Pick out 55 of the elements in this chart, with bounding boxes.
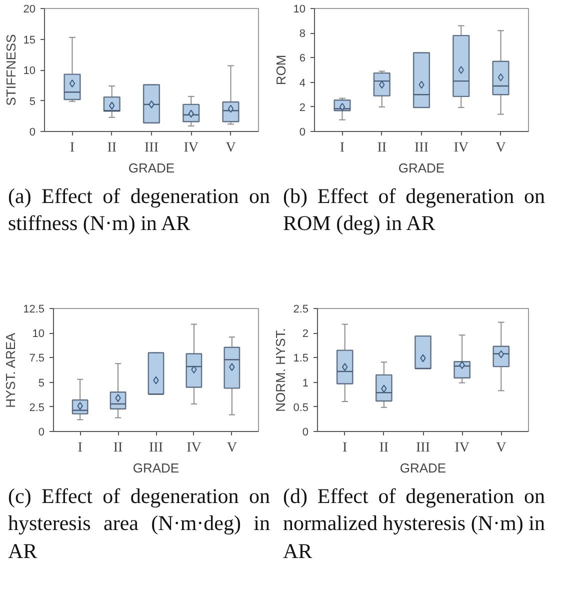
y-tick-label: 0 [29,126,36,138]
x-tick-label: IV [454,140,469,156]
y-tick-label: 5 [29,96,36,108]
x-tick-label: III [414,140,429,156]
x-tick-label: V [226,140,236,156]
text: (d) Effect of degeneration on normalized hysteresis (N·m) in AR [283,483,545,565]
x-tick-label: III [149,440,164,456]
x-tick-label: I [78,440,83,456]
y-tick-label: 10 [32,328,45,340]
y-tick-label: 4 [299,77,306,90]
x-tick-label: II [107,140,117,156]
y-tick-label: 0 [299,126,306,138]
x-axis-title: GRADE [132,460,180,476]
y-tick-label: 6 [299,52,306,65]
x-tick-label: I [70,140,75,156]
y-tick-label: 2.5 [293,304,309,316]
y-tick-label: 20 [23,4,36,16]
x-tick-label: V [496,140,506,156]
y-tick-label: 10 [293,4,306,16]
x-tick-label: II [377,140,387,156]
x-tick-label: II [113,440,124,456]
x-tick-label: I [340,140,345,156]
x-tick-label: V [496,440,506,456]
y-tick-label: 2.5 [29,402,45,414]
y-tick-label: 0 [302,426,309,438]
y-tick-label: 7.5 [29,352,45,365]
x-axis-title: GRADE [128,160,175,176]
x-tick-label: I [342,440,348,456]
y-tick-label: 0.5 [293,402,309,414]
y-axis-title: STIFFNESS [3,34,18,106]
x-axis-title: GRADE [398,160,445,176]
y-tick-label: 10 [23,65,36,77]
x-axis-title: GRADE [400,460,446,476]
x-tick-label: III [416,440,430,456]
text: (c) Effect of degeneration on hysteresis area (N·m·deg) in AR [8,483,270,565]
y-tick-label: 15 [23,34,36,46]
text: (a) Effect of degeneration on stiffness (N·m) in AR [8,183,270,238]
x-tick-label: V [226,440,237,456]
y-tick-label: 5 [38,377,45,390]
y-tick-label: 2 [299,102,306,114]
text: (b) Effect of degeneration on ROM (deg) in AR [283,183,545,238]
x-tick-label: IV [184,140,199,156]
y-tick-label: 8 [299,28,306,40]
y-axis-title: HYST. AREA [3,332,18,408]
y-tick-label: 12.5 [23,304,45,316]
x-tick-label: III [144,140,159,156]
y-axis-title: ROM [273,54,288,86]
y-tick-label: 1 [302,377,309,390]
x-tick-label: IV [454,440,470,456]
y-axis-title: NORM. HYST. [273,328,288,412]
y-tick-label: 2 [302,328,309,340]
x-tick-label: II [379,440,389,456]
y-tick-label: 1.5 [293,352,309,365]
x-tick-label: IV [186,440,202,456]
y-tick-label: 0 [38,426,45,438]
